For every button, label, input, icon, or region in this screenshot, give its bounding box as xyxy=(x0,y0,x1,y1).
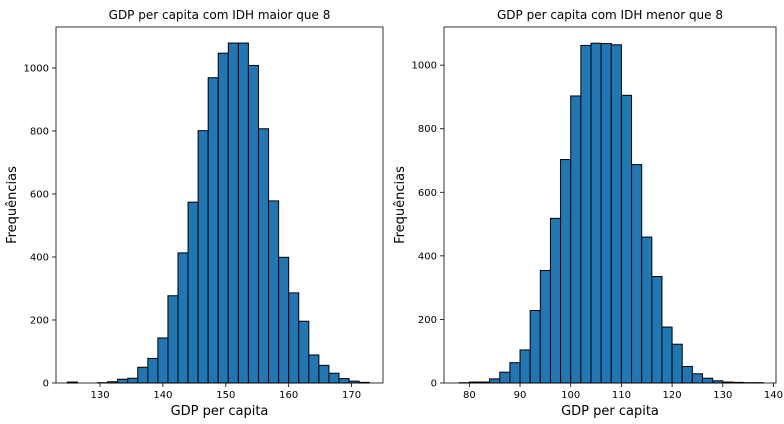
chart-1-x-tick-label: 140 xyxy=(153,390,172,401)
chart-2-y-tick-label: 1000 xyxy=(412,61,437,72)
chart-1-bar-11 xyxy=(177,252,189,384)
chart-2-x-axis-label: GDP per capita xyxy=(561,404,659,419)
chart-2-bar-5 xyxy=(509,362,521,384)
chart-1-bar-7 xyxy=(137,366,149,384)
chart-2-bar-15 xyxy=(610,44,622,384)
chart-1-bar-15 xyxy=(217,52,229,384)
chart-1-plot-frame xyxy=(55,26,384,384)
chart-2-x-tick-label: 130 xyxy=(713,390,732,401)
chart-2-bar-11 xyxy=(570,95,582,384)
chart-1-bar-10 xyxy=(167,295,179,384)
chart-2-y-axis-label: Frequências xyxy=(393,166,408,244)
chart-1-bar-27 xyxy=(338,378,350,384)
chart-1-y-tick-label: 600 xyxy=(30,189,49,200)
chart-1-x-tick-label: 160 xyxy=(279,390,298,401)
chart-2: 80 90 100 110 120 130 140 0 200 400 600 800 1000 GDP … xyxy=(393,8,783,419)
chart-1-y-tick-label: 200 xyxy=(30,315,49,326)
chart-1-y-axis-label: Frequências xyxy=(5,166,20,244)
chart-1-bar-13 xyxy=(197,130,209,384)
chart-1-bar-19 xyxy=(257,128,270,384)
chart-2-bar-18 xyxy=(641,236,653,384)
chart-1-x-tick-label: 170 xyxy=(342,390,361,401)
chart-1-bar-20 xyxy=(268,200,280,384)
chart-2-bar-17 xyxy=(631,164,643,384)
chart-1-bar-12 xyxy=(187,201,199,384)
chart-2-y-tick-label: 400 xyxy=(418,251,437,262)
chart-1-bar-21 xyxy=(278,256,290,384)
chart-2-bar-19 xyxy=(651,276,663,384)
chart-1-y-tick-label: 1000 xyxy=(24,63,49,74)
chart-1-y-tick-label: 400 xyxy=(30,252,49,263)
chart-1-bar-26 xyxy=(328,372,340,384)
chart-1-bar-9 xyxy=(157,337,169,384)
chart-2-x-tick-label: 110 xyxy=(612,390,631,401)
chart-2-bar-4 xyxy=(499,371,511,384)
chart-2-x-tick-label: 80 xyxy=(463,390,476,401)
chart-2-plot-frame xyxy=(443,26,777,384)
chart-2-bar-22 xyxy=(681,365,693,384)
chart-2-title: GDP per capita com IDH menor que 8 xyxy=(497,8,723,22)
chart-1: 130 140 150 160 170 0 200 400 600 800 1000 GDP per … xyxy=(5,8,384,419)
chart-1-bar-14 xyxy=(207,77,219,384)
chart-2-bar-21 xyxy=(671,343,683,384)
chart-2-x-tick-label: 100 xyxy=(561,390,580,401)
chart-1-y-tick-label: 800 xyxy=(30,126,49,137)
chart-2-x-tick-label: 120 xyxy=(663,390,682,401)
chart-2-bar-23 xyxy=(691,373,704,384)
chart-1-bar-22 xyxy=(288,292,300,384)
chart-1-x-tick-label: 130 xyxy=(90,390,109,401)
chart-2-bar-14 xyxy=(600,43,612,384)
chart-1-bar-8 xyxy=(147,357,159,384)
chart-2-y-tick-label: 800 xyxy=(418,124,437,135)
chart-1-bar-25 xyxy=(318,364,330,384)
chart-1-bar-18 xyxy=(247,64,259,384)
chart-2-bar-8 xyxy=(539,269,551,384)
chart-2-bar-13 xyxy=(590,42,602,384)
chart-1-bar-16 xyxy=(227,42,239,384)
chart-1-y-tick-label: 0 xyxy=(43,379,49,390)
chart-1-x-tick-label: 150 xyxy=(216,390,235,401)
chart-2-bar-24 xyxy=(702,377,714,384)
chart-1-bar-5 xyxy=(117,378,129,384)
chart-1-title: GDP per capita com IDH maior que 8 xyxy=(109,8,331,22)
chart-2-x-tick-label: 90 xyxy=(514,390,527,401)
chart-2-bar-10 xyxy=(560,159,572,384)
chart-2-bar-12 xyxy=(580,44,592,384)
chart-1-bar-23 xyxy=(298,320,310,384)
chart-1-bar-6 xyxy=(127,377,139,384)
chart-1-bar-17 xyxy=(237,42,249,384)
chart-2-bar-6 xyxy=(519,349,531,384)
chart-2-bar-7 xyxy=(529,310,541,384)
chart-2-y-tick-label: 0 xyxy=(431,379,437,390)
chart-2-y-tick-label: 600 xyxy=(418,188,437,199)
chart-2-y-tick-label: 200 xyxy=(418,315,437,326)
chart-2-bar-16 xyxy=(620,94,633,384)
chart-2-bar-3 xyxy=(489,378,501,384)
chart-2-bar-9 xyxy=(549,217,562,384)
chart-1-x-axis-label: GDP per capita xyxy=(171,404,269,419)
chart-2-x-tick-label: 140 xyxy=(764,390,783,401)
chart-1-bar-24 xyxy=(308,354,320,384)
chart-2-bar-20 xyxy=(661,326,673,384)
